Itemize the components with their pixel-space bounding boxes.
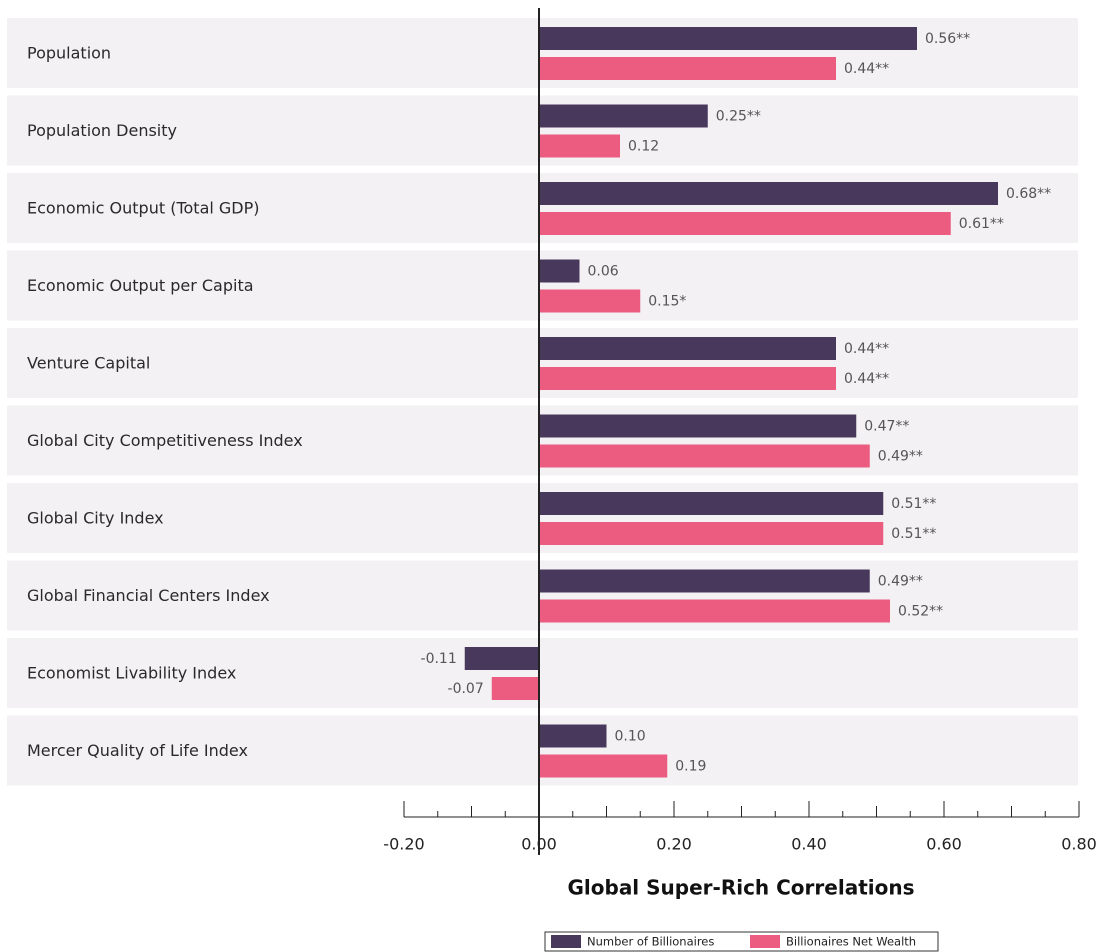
bar [539,212,951,235]
bar [539,414,857,438]
value-label: 0.25** [716,109,761,125]
bar [539,724,607,748]
legend-label: Billionaires Net Wealth [786,935,916,949]
bar [539,27,917,50]
bar [464,647,539,670]
x-tick-label: -0.20 [383,835,424,854]
bar [491,677,539,700]
value-label: 0.68** [1006,186,1051,202]
bar [539,367,836,390]
value-label: 0.12 [628,139,659,155]
value-label: -0.07 [448,681,484,697]
bar [539,337,836,360]
chart-title: Global Super-Rich Correlations [567,876,914,900]
category-label: Venture Capital [27,354,150,373]
category-label: Population Density [27,121,177,140]
legend-box [544,931,939,952]
bar [539,599,890,623]
category-label: Global City Index [27,509,164,528]
bar [539,134,620,158]
bar [539,569,870,593]
bar [539,444,870,468]
bar [539,522,884,545]
bar [539,289,641,313]
value-label: 0.44** [844,341,889,357]
value-label: 0.06 [588,264,619,280]
category-label: Economic Output per Capita [27,276,254,295]
value-label: -0.11 [421,651,457,667]
value-label: 0.52** [898,604,943,620]
value-label: 0.44** [844,371,889,387]
value-label: 0.49** [878,574,923,590]
x-tick-label: 0.20 [656,835,692,854]
category-label: Global Financial Centers Index [27,586,270,605]
x-tick-label: 0.60 [926,835,962,854]
value-label: 0.19 [675,759,706,775]
x-tick-label: 0.00 [521,835,557,854]
value-label: 0.15* [648,294,686,310]
value-label: 0.10 [615,729,646,745]
legend-swatch [750,935,780,948]
bar [539,492,884,515]
value-label: 0.61** [959,216,1004,232]
legend-swatch [551,935,581,948]
value-label: 0.56** [925,31,970,47]
category-label: Global City Competitiveness Index [27,431,303,450]
category-label: Population [27,44,111,63]
category-label: Mercer Quality of Life Index [27,741,248,760]
value-label: 0.47** [864,419,909,435]
bar [539,754,668,778]
bar [539,259,580,283]
category-label: Economist Livability Index [27,664,236,683]
bar [539,104,708,128]
bar [539,182,998,205]
value-label: 0.44** [844,61,889,77]
row-background [7,638,1078,708]
x-tick-label: 0.80 [1061,835,1097,854]
bar [539,57,836,80]
x-tick-label: 0.40 [791,835,827,854]
category-label: Economic Output (Total GDP) [27,199,260,218]
value-label: 0.51** [891,526,936,542]
legend-label: Number of Billionaires [587,935,714,949]
value-label: 0.51** [891,496,936,512]
value-label: 0.49** [878,449,923,465]
